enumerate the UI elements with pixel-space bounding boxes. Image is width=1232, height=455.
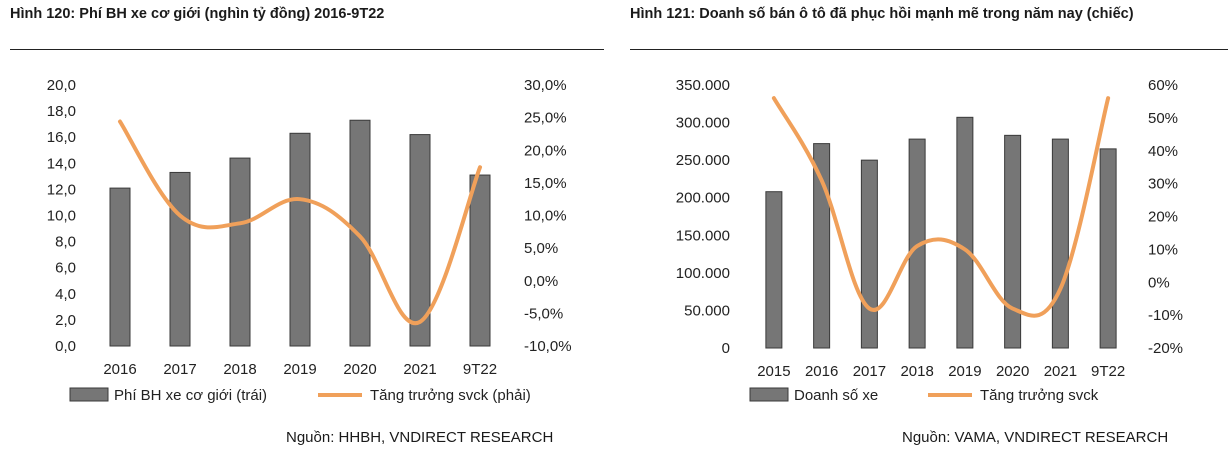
y-left-tick-label: 300.000 bbox=[676, 115, 730, 132]
legend-label: Phí BH xe cơ giới (trái) bbox=[114, 387, 267, 404]
car-sales-chart: 0 50.000 100.000 150.000 200.000 250.000 300.0… bbox=[676, 77, 1183, 404]
y-right-tick-label: 30,0% bbox=[524, 77, 567, 94]
title-divider bbox=[630, 49, 1228, 50]
y-left-tick-label: 200.000 bbox=[676, 190, 730, 207]
x-tick-label: 2019 bbox=[283, 361, 316, 378]
y-right-tick-label: 40% bbox=[1148, 143, 1178, 160]
y-left-tick-label: 14,0 bbox=[47, 155, 76, 172]
x-tick-label: 2017 bbox=[163, 361, 196, 378]
y-right-tick-label: 10,0% bbox=[524, 208, 567, 225]
x-tick-label: 2016 bbox=[103, 361, 136, 378]
legend-swatch-bar bbox=[69, 387, 109, 402]
title-divider bbox=[10, 49, 604, 50]
legend-label: Doanh số xe bbox=[794, 387, 878, 404]
y-left-tick-label: 16,0 bbox=[47, 129, 76, 146]
x-tick-label: 2016 bbox=[805, 363, 838, 380]
y-left-tick-label: 150.000 bbox=[676, 227, 730, 244]
legend-swatch-bar bbox=[749, 387, 789, 402]
chart-panel-right: Hình 121: Doanh số bán ô tô đã phục hồi … bbox=[616, 0, 1232, 455]
y-left-tick-label: 2,0 bbox=[55, 312, 76, 329]
y-right-tick-label: 30% bbox=[1148, 176, 1178, 193]
bar bbox=[229, 157, 251, 347]
legend-label: Tăng trưởng svck (phải) bbox=[370, 387, 531, 404]
y-left-tick-label: 100.000 bbox=[676, 265, 730, 282]
x-tick-label: 9T22 bbox=[1091, 363, 1125, 380]
chart-source: Nguồn: HHBH, VNDIRECT RESEARCH bbox=[286, 429, 554, 446]
x-tick-label: 2018 bbox=[223, 361, 256, 378]
y-right-tick-label: 25,0% bbox=[524, 110, 567, 127]
bar bbox=[289, 132, 311, 347]
x-tick-label: 2020 bbox=[996, 363, 1029, 380]
y-right-tick-label: -10,0% bbox=[524, 338, 572, 355]
x-tick-label: 2019 bbox=[948, 363, 981, 380]
x-tick-label: 2020 bbox=[343, 361, 376, 378]
bar bbox=[813, 143, 831, 349]
insurance-premium-chart: 0,0 2,0 4,0 6,0 8,0 10,0 12,0 14,0 16,0 18,0 20,0 -… bbox=[47, 77, 572, 404]
y-left-tick-label: 0,0 bbox=[55, 338, 76, 355]
y-left-tick-label: 8,0 bbox=[55, 234, 76, 251]
x-tick-label: 2015 bbox=[757, 363, 790, 380]
bar bbox=[109, 187, 131, 347]
x-tick-label: 2021 bbox=[1044, 363, 1077, 380]
x-tick-label: 2017 bbox=[853, 363, 886, 380]
bar bbox=[956, 116, 974, 349]
x-tick-label: 9T22 bbox=[463, 361, 497, 378]
chart-source: Nguồn: VAMA, VNDIRECT RESEARCH bbox=[902, 429, 1169, 446]
y-right-tick-label: 10% bbox=[1148, 241, 1178, 258]
y-left-tick-label: 12,0 bbox=[47, 181, 76, 198]
y-right-tick-label: -5,0% bbox=[524, 305, 563, 322]
bar bbox=[1051, 138, 1069, 349]
bar bbox=[349, 119, 371, 347]
y-right-tick-label: 60% bbox=[1148, 77, 1178, 94]
y-left-tick-label: 18,0 bbox=[47, 103, 76, 120]
y-right-tick-label: 50% bbox=[1148, 110, 1178, 127]
bar bbox=[469, 174, 491, 347]
y-right-tick-label: -10% bbox=[1148, 307, 1183, 324]
x-tick-label: 2021 bbox=[403, 361, 436, 378]
growth-line bbox=[118, 119, 482, 326]
y-left-tick-label: 10,0 bbox=[47, 208, 76, 225]
y-left-tick-label: 6,0 bbox=[55, 260, 76, 277]
bar bbox=[169, 171, 191, 347]
y-right-tick-label: 20% bbox=[1148, 209, 1178, 226]
bar bbox=[860, 159, 878, 349]
y-left-tick-label: 0 bbox=[722, 340, 730, 357]
y-left-tick-label: 50.000 bbox=[684, 302, 730, 319]
y-left-tick-label: 20,0 bbox=[47, 77, 76, 94]
y-right-tick-label: 0,0% bbox=[524, 273, 558, 290]
y-left-tick-label: 4,0 bbox=[55, 286, 76, 303]
bar bbox=[409, 134, 431, 347]
y-right-tick-label: 20,0% bbox=[524, 142, 567, 159]
y-right-tick-label: 0% bbox=[1148, 274, 1170, 291]
bar bbox=[1004, 134, 1022, 349]
y-left-tick-label: 250.000 bbox=[676, 152, 730, 169]
y-right-tick-label: 15,0% bbox=[524, 175, 567, 192]
y-right-tick-label: -20% bbox=[1148, 340, 1183, 357]
x-tick-label: 2018 bbox=[900, 363, 933, 380]
y-left-tick-label: 350.000 bbox=[676, 77, 730, 94]
bar bbox=[765, 191, 783, 349]
chart-panel-left: Hình 120: Phí BH xe cơ giới (nghìn tỷ đồ… bbox=[10, 6, 604, 446]
y-right-tick-label: 5,0% bbox=[524, 240, 558, 257]
legend-label: Tăng trưởng svck bbox=[980, 387, 1099, 404]
bar bbox=[1099, 148, 1117, 349]
chart-title: Hình 120: Phí BH xe cơ giới (nghìn tỷ đồ… bbox=[10, 6, 385, 22]
growth-line bbox=[771, 96, 1111, 318]
chart-title: Hình 121: Doanh số bán ô tô đã phục hồi … bbox=[630, 6, 1134, 22]
